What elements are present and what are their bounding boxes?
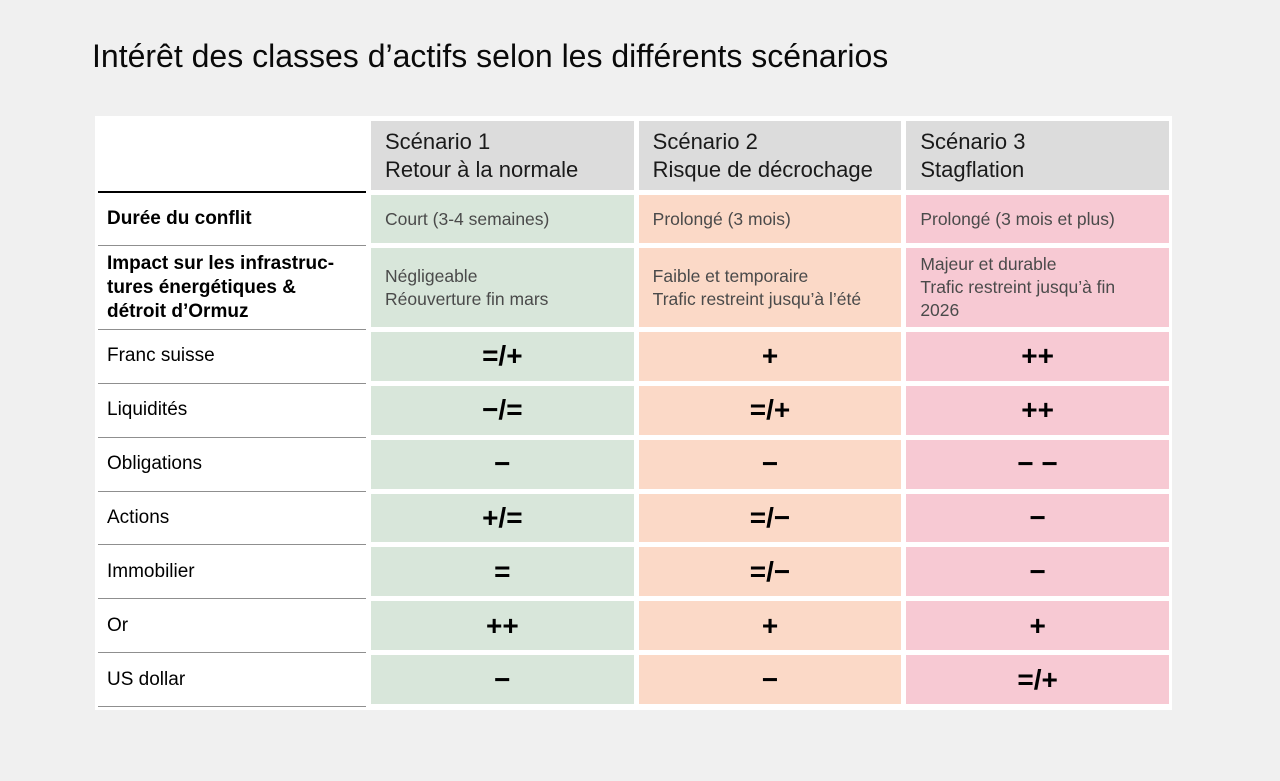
row-label-text: Obligations [107, 453, 203, 475]
row-label-text: Actions [107, 506, 170, 528]
cell-text: 2026 [920, 300, 960, 320]
scenario-3-title: Scénario 3 [920, 128, 1026, 154]
cell-actions-s1: +/= [371, 493, 634, 543]
cell-liquidites-s1: −/= [371, 385, 634, 435]
cell-immobilier-s1: = [371, 547, 634, 597]
cell-text: Majeur et durable [920, 254, 1057, 274]
row-label-us-dollar: US dollar [98, 653, 366, 707]
row-label-text: tures énergétiques & [107, 276, 296, 298]
row-label-obligations: Obligations [98, 437, 366, 492]
row-label-actions: Actions [98, 491, 366, 546]
page-title: Intérêt des classes d’actifs selon les d… [92, 38, 889, 74]
cell-text: Faible et temporaire [652, 265, 809, 286]
scenario-2-subtitle: Risque de décrochage [652, 156, 873, 182]
cell-liquidites-s3: ++ [906, 385, 1169, 435]
cell-franc-suisse-s1: =/+ [371, 332, 634, 381]
row-label-liquidites: Liquidités [98, 383, 366, 438]
cell-impact-s3: Majeur et durable Trafic restreint jusqu… [906, 248, 1169, 327]
row-label-duree-du-conflit: Durée du conflit [98, 193, 366, 246]
scenario-3-subtitle: Stagflation [920, 156, 1025, 182]
scenario-1-subtitle: Retour à la normale [385, 156, 579, 182]
cell-actions-s3: − [906, 493, 1169, 543]
cell-obligations-s1: − [371, 439, 634, 489]
table-grid: Scénario 1 Retour à la normale Scénario … [98, 119, 1169, 707]
row-label-text: Or [107, 614, 129, 636]
cell-franc-suisse-s2: + [638, 332, 902, 381]
row-label-text: Durée du conflit [107, 208, 252, 229]
cell-immobilier-s3: − [906, 547, 1169, 597]
cell-text: Trafic restreint jusqu’à l’été [652, 288, 862, 309]
header-scenario-1: Scénario 1 Retour à la normale [371, 121, 634, 190]
row-label-or: Or [98, 599, 366, 654]
table-corner-cell [98, 119, 366, 193]
cell-us-dollar-s2: − [638, 655, 902, 704]
scenario-2-title: Scénario 2 [652, 128, 758, 154]
row-label-impact-infrastructures: Impact sur les infrastruc- tures énergét… [98, 246, 366, 330]
cell-immobilier-s2: =/− [638, 547, 902, 597]
cell-text: Prolongé (3 mois) [652, 208, 791, 229]
scenario-table: Scénario 1 Retour à la normale Scénario … [95, 116, 1172, 710]
header-scenario-3: Scénario 3 Stagflation [906, 121, 1169, 190]
cell-liquidites-s2: =/+ [638, 385, 902, 435]
row-label-text: US dollar [107, 668, 186, 690]
cell-or-s2: + [638, 601, 902, 651]
cell-text: Négligeable [385, 265, 478, 286]
cell-impact-s2: Faible et temporaire Trafic restreint ju… [638, 248, 902, 327]
cell-duree-s3: Prolongé (3 mois et plus) [906, 195, 1169, 243]
cell-duree-s2: Prolongé (3 mois) [638, 195, 902, 243]
cell-text: Court (3-4 semaines) [385, 208, 550, 229]
cell-franc-suisse-s3: ++ [906, 332, 1169, 381]
cell-us-dollar-s1: − [371, 655, 634, 704]
cell-us-dollar-s3: =/+ [906, 655, 1169, 704]
scenario-1-title: Scénario 1 [385, 128, 491, 154]
cell-text: Trafic restreint jusqu’à fin [920, 277, 1116, 297]
row-label-text: détroit d’Ormuz [107, 300, 249, 322]
header-scenario-2: Scénario 2 Risque de décrochage [638, 121, 902, 190]
row-label-immobilier: Immobilier [98, 545, 366, 600]
cell-duree-s1: Court (3-4 semaines) [371, 195, 634, 243]
row-label-text: Liquidités [107, 399, 188, 421]
cell-text: Réouverture fin mars [385, 288, 549, 309]
row-label-text: Immobilier [107, 560, 195, 582]
cell-or-s1: ++ [371, 601, 634, 651]
cell-text: Prolongé (3 mois et plus) [920, 208, 1115, 229]
cell-obligations-s2: − [638, 439, 902, 489]
cell-actions-s2: =/− [638, 493, 902, 543]
row-label-text: Impact sur les infrastruc- [107, 252, 335, 274]
cell-or-s3: + [906, 601, 1169, 651]
cell-impact-s1: Négligeable Réouverture fin mars [371, 248, 634, 327]
row-label-text: Franc suisse [107, 345, 215, 367]
row-label-franc-suisse: Franc suisse [98, 330, 366, 384]
cell-obligations-s3: − − [906, 439, 1169, 489]
